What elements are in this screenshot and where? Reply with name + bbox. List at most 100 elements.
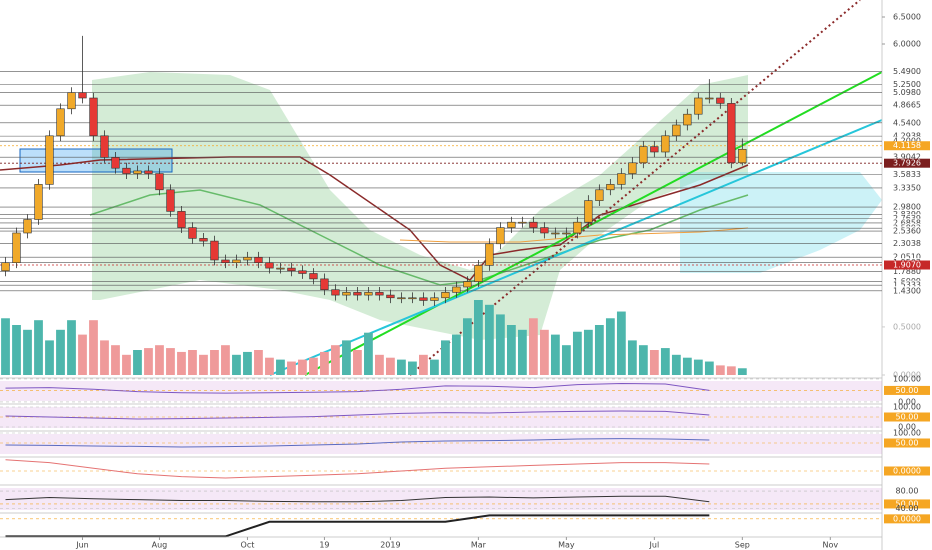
level-label: 1.7880: [893, 267, 921, 276]
candle-body: [452, 286, 461, 293]
candle-body: [45, 135, 54, 185]
volume-bar: [1, 318, 10, 375]
indicator-line: [5, 514, 710, 538]
candle-body: [232, 259, 241, 263]
candle-body: [496, 227, 505, 245]
indicator-line: [5, 438, 710, 448]
candle-body: [705, 97, 714, 100]
volume-bar: [528, 318, 538, 375]
volume-bar: [572, 331, 582, 375]
volume-bar: [232, 354, 241, 375]
level-label-box: [884, 183, 930, 193]
candle-body: [606, 184, 615, 191]
level-label-box: [884, 286, 930, 296]
band-cloud: [92, 72, 748, 340]
candle-body: [397, 297, 406, 300]
pane-label-box: [884, 385, 930, 395]
candle-body: [507, 221, 516, 228]
level-label: 2.0510: [893, 253, 921, 262]
level-label: 3.5833: [893, 170, 921, 179]
candle-body: [628, 162, 637, 174]
pane-label-box: [884, 499, 930, 509]
volume-bar: [594, 325, 604, 375]
projection-zone: [680, 172, 882, 273]
level-label-box: [884, 202, 930, 212]
level-label-box: [884, 152, 930, 162]
volume-bar: [210, 350, 219, 375]
volume-bar: [353, 350, 362, 375]
candle-body: [199, 238, 208, 242]
level-label: 1.4300: [893, 286, 921, 295]
candle-body: [375, 292, 384, 296]
y2-tick-label: 0.0000: [893, 371, 921, 380]
x-tick-label: Sep: [735, 541, 750, 550]
candle-body: [650, 146, 659, 153]
volume-bar: [375, 354, 384, 375]
volume-bar: [309, 357, 318, 375]
level-label-box: [884, 80, 930, 90]
candle-body: [1, 262, 10, 272]
highlight-label-box: [884, 141, 930, 151]
volume-bar: [430, 359, 439, 375]
trend-line-cyan: [269, 119, 883, 376]
level-label-box: [884, 67, 930, 77]
pane-label-box: [884, 514, 930, 524]
highlight-label: 3.7926: [893, 159, 921, 168]
volume-bar: [177, 351, 186, 375]
indicator-line: [5, 495, 710, 503]
candle-body: [12, 232, 21, 263]
level-label: 5.4900: [893, 67, 921, 76]
pane-band: [0, 407, 882, 428]
volume-bar: [100, 340, 109, 375]
x-tick-label: Aug: [152, 541, 168, 550]
candle-body: [727, 103, 736, 164]
volume-bar: [715, 365, 725, 375]
pane-label-box: [884, 438, 930, 448]
volume-bar: [638, 345, 648, 375]
volume-bar: [199, 354, 208, 375]
volume-bar: [506, 325, 516, 375]
pane-label-box: [884, 466, 930, 476]
volume-bar: [726, 366, 736, 375]
pane-band: [0, 434, 882, 454]
candle-body: [738, 148, 747, 164]
candle-body: [166, 189, 175, 212]
level-label-box: [884, 169, 930, 179]
x-tick-label: Mar: [471, 541, 487, 550]
pane-tick-label: 0.0000: [893, 467, 921, 476]
volume-bar: [23, 329, 32, 375]
candle-body: [474, 265, 483, 282]
volume-bar: [122, 354, 131, 375]
pane-tick-label: 0.0000: [893, 514, 921, 523]
level-label: 2.9800: [893, 203, 921, 212]
volume-bar: [539, 329, 549, 375]
candle-body: [584, 200, 593, 223]
level-label-box: [884, 280, 930, 290]
candle-body: [210, 240, 219, 261]
volume-bar: [34, 320, 43, 375]
candle-body: [540, 227, 549, 234]
volume-bar: [331, 345, 340, 375]
candle-body: [254, 256, 263, 263]
volume-bar: [111, 345, 120, 375]
pane-label-box: [884, 412, 930, 422]
volume-bar: [320, 351, 329, 375]
volume-bar: [166, 348, 175, 375]
candle-body: [441, 292, 450, 299]
volume-bar: [45, 340, 54, 375]
volume-bar: [583, 329, 593, 375]
candle-body: [353, 292, 362, 296]
candle-body: [661, 135, 670, 153]
candle-body: [562, 232, 571, 235]
pane-tick-label: 50.00: [896, 386, 919, 395]
volume-bar: [243, 351, 252, 375]
candle-body: [408, 297, 417, 300]
pane-tick-label: 100.00: [893, 403, 921, 412]
volume-bar: [298, 359, 307, 375]
volume-bar: [462, 318, 472, 375]
level-label: 4.2000: [893, 137, 921, 146]
volume-bar: [473, 300, 483, 375]
level-label-box: [884, 218, 930, 228]
